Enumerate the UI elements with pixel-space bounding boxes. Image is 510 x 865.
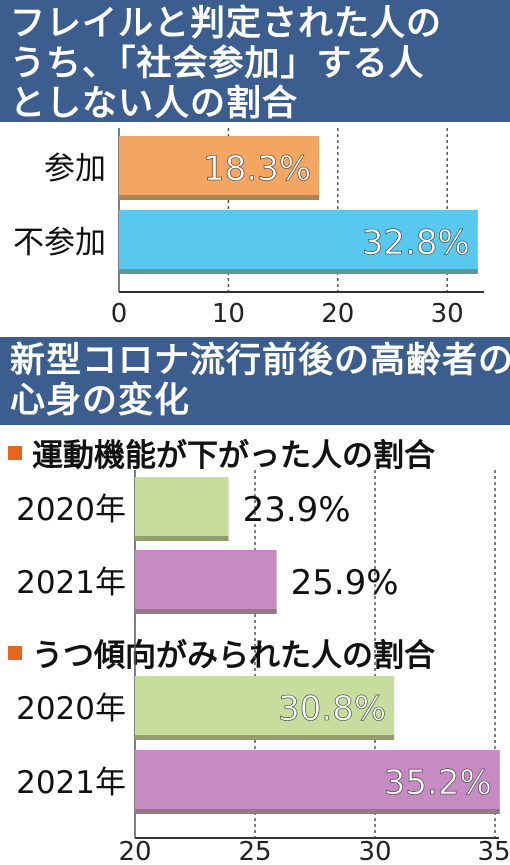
chart2-panel1-bar-shadow: [135, 536, 229, 541]
chart1-tick-label: 20: [321, 299, 354, 329]
chart1-bar: [119, 136, 320, 200]
chart2-panel2-bar: [135, 750, 500, 814]
chart2-panel1-category-label: 2020年: [16, 492, 126, 528]
chart2-tick-label: 20: [118, 837, 151, 865]
chart2-panel1-bar: [135, 550, 277, 614]
chart2-panel1-value-label: 25.9%: [291, 563, 399, 603]
bullet-square-icon: [8, 645, 22, 660]
chart2-title: 新型コロナ流行前後の高齢者の 心身の変化: [10, 341, 510, 421]
chart1-value-label: 32.8%: [362, 223, 470, 263]
chart2-panel2-category-label: 2020年: [16, 691, 126, 727]
chart2-panel1-value-label: 23.9%: [243, 490, 351, 530]
chart2-panel1-category-label: 2021年: [16, 565, 126, 601]
chart1-category-label: 参加: [44, 151, 106, 187]
chart2-panel1-bar-shadow: [135, 609, 277, 614]
chart1-title-banner: フレイルと判定された人の うち、「社会参加」する人 としない人の割合: [0, 0, 510, 124]
panel1-subtitle-text: 運動機能が下がった人の割合: [32, 438, 435, 474]
chart2-tick-label: 25: [238, 837, 271, 865]
panel1-subtitle: 運動機能が下がった人の割合: [8, 430, 435, 475]
chart1-bar: [119, 210, 478, 274]
chart1-tick-label: 0: [111, 299, 128, 329]
panel2-subtitle: うつ傾向がみられた人の割合: [8, 630, 435, 675]
chart2-panel2-category-label: 2021年: [16, 765, 126, 801]
chart2-panel1-bar: [135, 477, 229, 541]
chart2-panel2-bar-shadow: [135, 735, 395, 740]
chart2-tick-label: 35: [477, 837, 510, 865]
chart2-tick-label: 30: [358, 837, 391, 865]
chart1-tick-label: 30: [431, 299, 464, 329]
chart1-bar-shadow: [119, 195, 320, 200]
chart1-title: フレイルと判定された人の うち、「社会参加」する人 としない人の割合: [10, 4, 443, 124]
panel2-subtitle-text: うつ傾向がみられた人の割合: [32, 638, 435, 674]
chart2-title-banner: 新型コロナ流行前後の高齢者の 心身の変化: [0, 337, 510, 425]
chart1-category-label: 不参加: [13, 225, 106, 261]
bullet-square-icon: [8, 445, 22, 460]
chart1-bar-shadow: [119, 269, 478, 274]
chart2-panel2-bar: [135, 676, 395, 740]
chart2-panel2-bar-shadow: [135, 809, 500, 814]
chart1-tick-label: 10: [212, 299, 245, 329]
chart2-panel2-value-label: 30.8%: [278, 689, 386, 729]
chart1-value-label: 18.3%: [203, 149, 311, 189]
chart2-panel2-value-label: 35.2%: [384, 763, 492, 803]
